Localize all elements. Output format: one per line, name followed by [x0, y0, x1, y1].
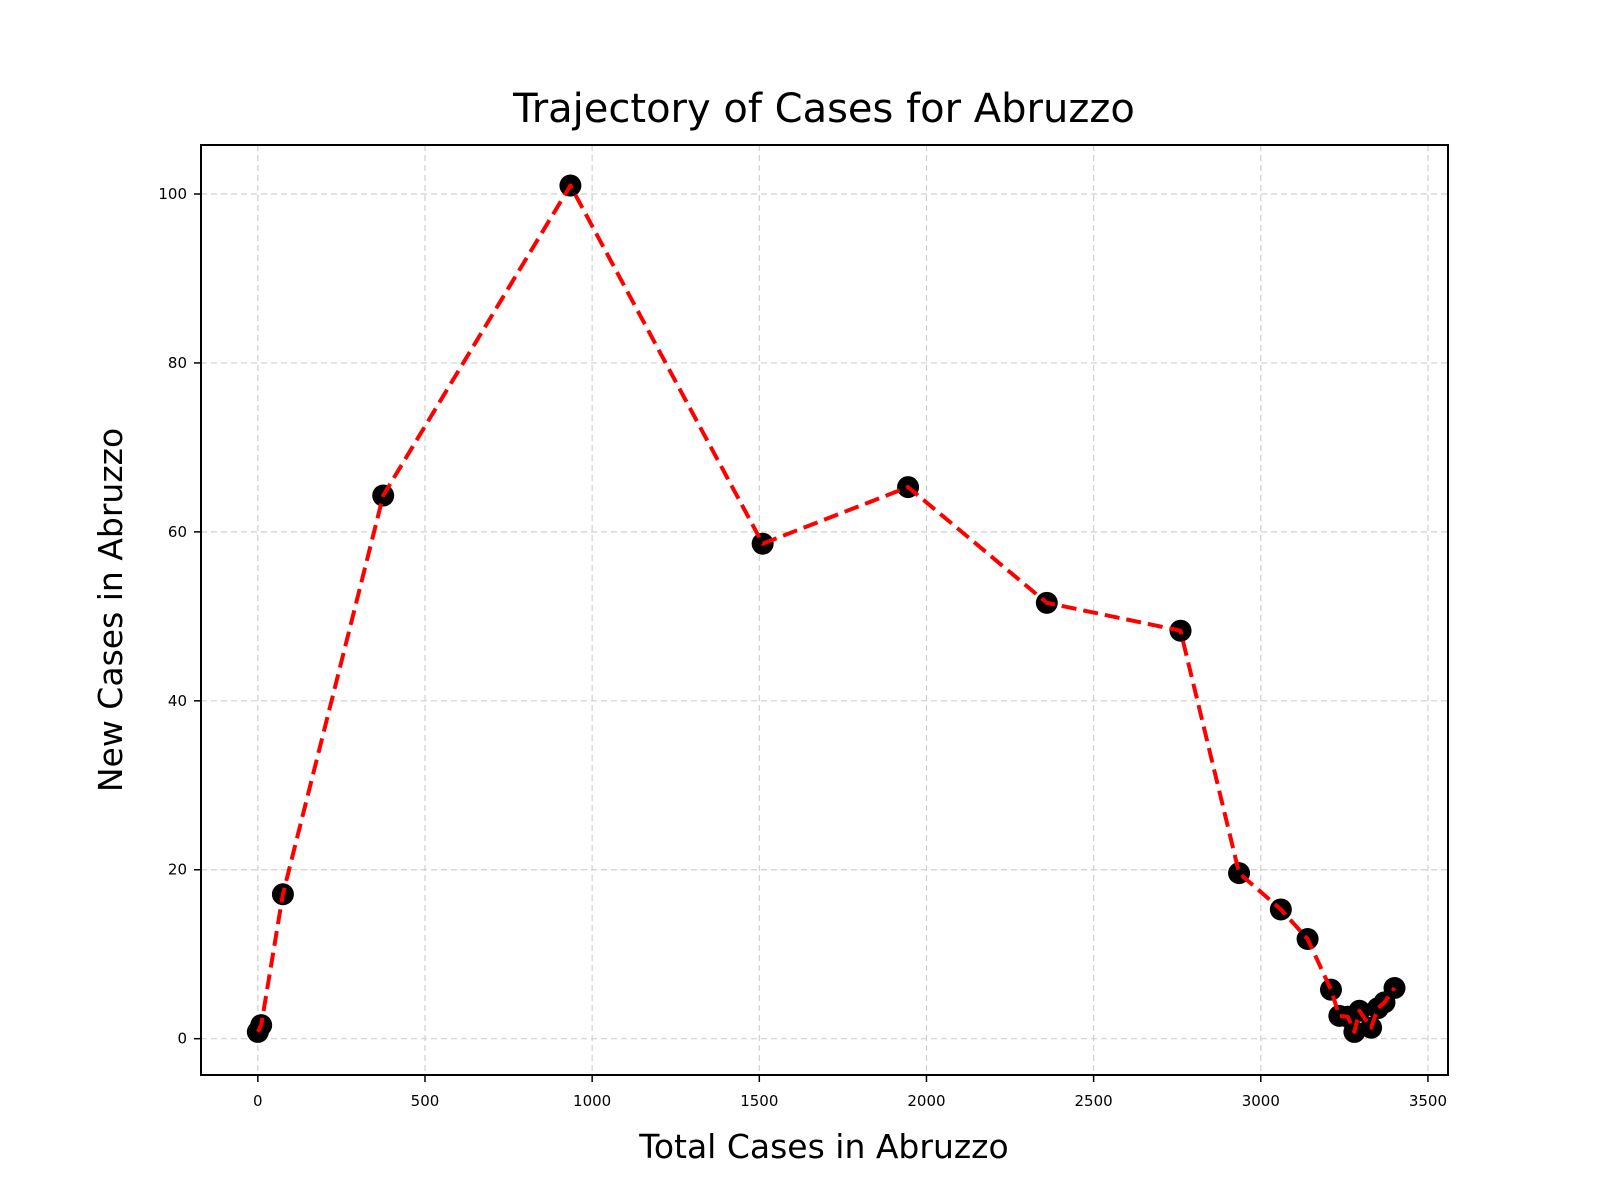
y-tick-label: 20 — [168, 861, 187, 879]
plot-frame — [200, 144, 1449, 1076]
chart-title: Trajectory of Cases for Abruzzo — [512, 86, 1135, 132]
y-tick-label: 80 — [168, 354, 187, 372]
x-tick-label: 3000 — [1242, 1092, 1280, 1110]
x-tick-label: 3500 — [1409, 1092, 1447, 1110]
y-tick-label: 60 — [168, 523, 187, 541]
x-tick-label: 1500 — [740, 1092, 778, 1110]
y-tick-label: 40 — [168, 692, 187, 710]
x-tick-label: 500 — [411, 1092, 440, 1110]
x-axis-label: Total Cases in Abruzzo — [638, 1127, 1008, 1166]
x-tick-label: 1000 — [573, 1092, 611, 1110]
ticks: 0 500 1000 1500 2000 2500 3000 3500 0 20 40 60 80 100 — [158, 185, 1447, 1110]
grid — [201, 145, 1448, 1075]
y-tick-label: 0 — [177, 1030, 187, 1048]
x-tick-label: 2000 — [907, 1092, 945, 1110]
data-point — [1383, 976, 1406, 999]
x-tick-label: 0 — [253, 1092, 263, 1110]
series-line — [256, 183, 1397, 1034]
data-point — [1319, 978, 1342, 1001]
y-tick-label: 100 — [158, 185, 187, 203]
y-axis-label: New Cases in Abruzzo — [91, 428, 130, 792]
series-line-layer — [256, 183, 1397, 1034]
x-tick-label: 2500 — [1075, 1092, 1113, 1110]
